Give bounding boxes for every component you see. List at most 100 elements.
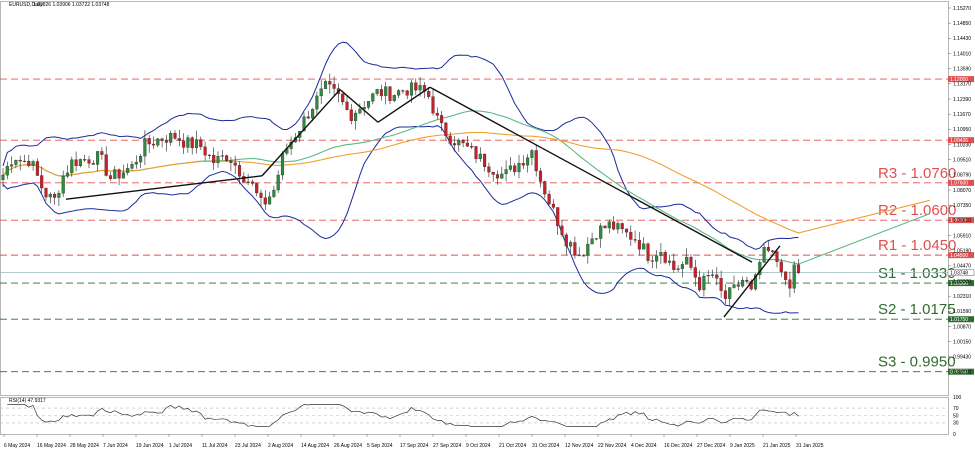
level-price-tag-text: 1.09426 (950, 138, 968, 144)
x-tick-label: 19 Jun 2024 (136, 443, 164, 449)
candle-body (332, 84, 336, 89)
y-tick-label: 1.00870 (953, 324, 971, 330)
candle-body (775, 251, 779, 262)
candle-body (379, 89, 383, 96)
candle-body (474, 146, 478, 160)
level-price-tag-text: 1.03300 (950, 281, 968, 287)
candle-body (53, 193, 57, 198)
candle-body (405, 90, 409, 96)
candle-body (521, 163, 525, 166)
candle-body (427, 91, 431, 97)
candle-body (371, 93, 375, 102)
candle-body (341, 93, 345, 103)
candle-body (14, 159, 18, 165)
bollinger-upper (2, 41, 799, 250)
y-tick-label: 1.10950 (953, 127, 971, 133)
candle-body (710, 274, 715, 276)
x-tick-label: 9 Jan 2025 (730, 443, 755, 449)
candle-body (233, 162, 237, 166)
y-tick-label: 1.14850 (953, 21, 971, 27)
candle-body (435, 112, 439, 116)
candle-body (280, 153, 285, 176)
x-tick-label: 2 Aug 2024 (268, 443, 294, 449)
candle-body (78, 159, 82, 167)
candle-body (758, 262, 762, 275)
x-tick-label: 11 Jul 2024 (202, 443, 228, 449)
candle-body (590, 238, 594, 245)
level-price-tag (948, 280, 974, 287)
candle-body (315, 95, 319, 110)
candle-body (250, 181, 254, 184)
x-tick-label: 9 Oct 2024 (466, 443, 491, 449)
candle-body (470, 146, 474, 148)
candle-body (732, 284, 736, 288)
candle-body (500, 173, 504, 179)
candle-body (212, 154, 216, 164)
candle-body (792, 264, 796, 289)
candle-body (40, 175, 44, 189)
candle-body (229, 160, 233, 163)
level-price-tag (948, 252, 974, 259)
candle-body (173, 133, 177, 139)
last-price-tag (947, 269, 975, 276)
level-price-tag (948, 316, 974, 323)
candle-body (719, 278, 723, 291)
x-tick-label: 6 May 2024 (4, 443, 30, 449)
y-tick-label: 1.07350 (953, 203, 971, 209)
x-tick-label: 22 Nov 2024 (598, 443, 627, 449)
candle-body (551, 203, 555, 208)
last-price-tag-text: 1.03748 (950, 270, 968, 276)
candle-body (91, 163, 95, 165)
level-label-r3: R3 - 1.0760 (878, 165, 956, 182)
candle-body (87, 159, 91, 164)
candle-body (156, 138, 160, 146)
level-price-tag-text: 0.99500 (950, 369, 968, 375)
y-tick-label: 0.98710 (953, 370, 971, 376)
candle-body (96, 151, 100, 165)
candle-body (629, 231, 633, 240)
candle-body (328, 81, 332, 85)
candle-body (715, 274, 719, 279)
candle-body (311, 108, 315, 119)
candle-body (603, 225, 607, 229)
y-tick-label: 1.11670 (953, 112, 971, 118)
level-price-tag (948, 368, 974, 375)
y-tick-label: 0.99430 (953, 355, 971, 361)
candle-body (169, 133, 173, 143)
y-tick-label: 1.13170 (953, 82, 971, 88)
trend-line (723, 245, 781, 318)
y-tick-label: 1.06630 (953, 218, 971, 224)
level-price-tag (948, 137, 974, 144)
candle-body (61, 176, 65, 194)
candle-body (35, 161, 39, 176)
x-tick-label: 14 Aug 2024 (301, 443, 329, 449)
y-tick-label: 1.15270 (953, 6, 971, 12)
y-tick-label: 1.14430 (953, 36, 971, 42)
candle-body (650, 260, 654, 262)
candle-body (139, 155, 143, 163)
candle-body (57, 192, 61, 198)
level-price-tag-text: 1.01750 (950, 317, 968, 323)
x-tick-label: 31 Oct 2024 (532, 443, 559, 449)
candle-body (676, 268, 680, 270)
x-tick-label: 16 May 2024 (37, 443, 66, 449)
price-panel-frame (0, 1, 949, 396)
candle-body (543, 181, 547, 195)
candle-body (384, 86, 388, 96)
candle-body (667, 260, 672, 263)
y-tick-label: 1.02310 (953, 294, 971, 300)
y-tick-label: 1.09510 (953, 157, 971, 163)
candle-body (534, 150, 538, 172)
candle-body (306, 116, 310, 119)
y-tick-label: 1.14010 (953, 51, 971, 57)
candle-body (547, 193, 551, 205)
candle-body (74, 159, 78, 167)
trend-line (261, 89, 341, 177)
candle-body (607, 221, 611, 229)
rsi-tick-label: 30 (953, 421, 959, 427)
rsi-tick-label: 100 (953, 395, 962, 401)
candle-body (242, 176, 246, 183)
candle-body (147, 138, 151, 145)
candle-body (431, 96, 435, 114)
candle-body (487, 166, 491, 173)
